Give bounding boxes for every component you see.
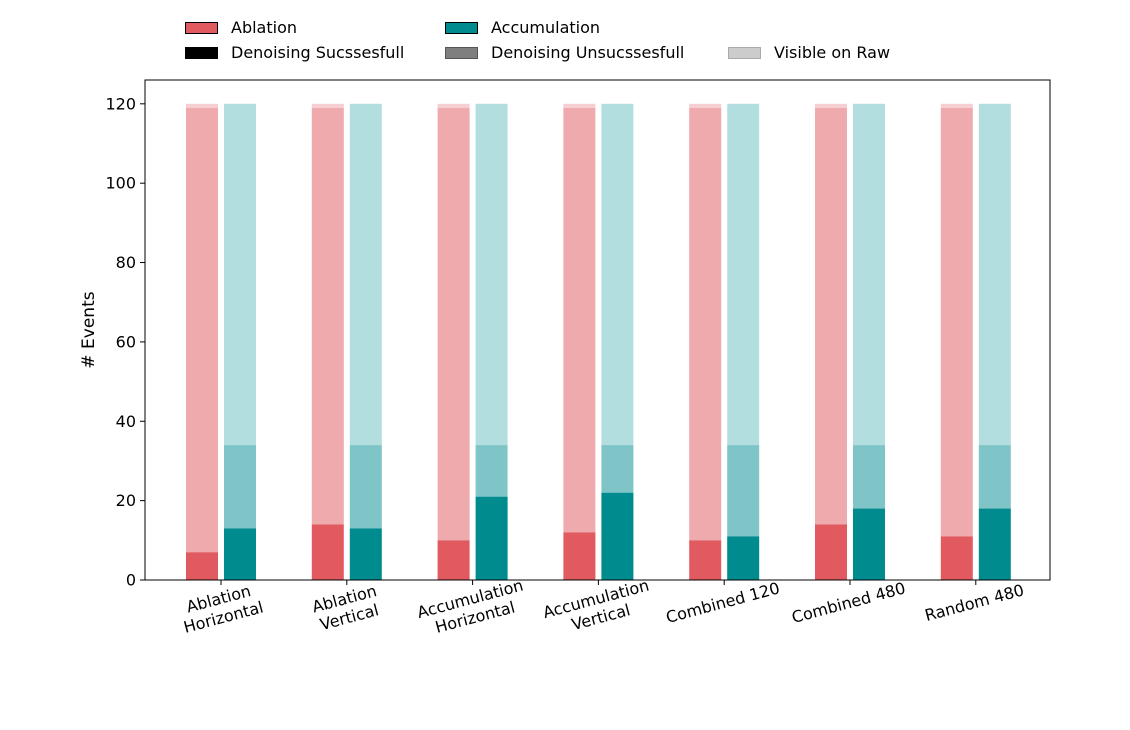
bar-ablation-visible-4 [689, 103, 722, 108]
bar-accumulation-unsuccessful-2 [475, 445, 508, 497]
legend-label-visible-on-raw: Visible on Raw [774, 43, 891, 62]
bar-ablation-successful-1 [311, 524, 344, 580]
bar-accumulation-successful-2 [475, 496, 508, 580]
x-tick-label-line: Combined 120 [664, 578, 782, 627]
bar-accumulation-unsuccessful-6 [978, 445, 1011, 509]
bar-ablation-successful-5 [815, 524, 847, 580]
bar-ablation-visible-0 [186, 103, 218, 108]
y-axis-label: # Events [79, 291, 99, 368]
y-tick-label-80: 80 [116, 253, 136, 272]
bar-ablation-visible-2 [437, 103, 470, 108]
x-tick-label-1: AblationVertical [310, 581, 384, 635]
legend-item-accumulation: Accumulation [445, 18, 600, 37]
y-tick-label-20: 20 [116, 491, 136, 510]
bar-accumulation-visible-4 [727, 103, 760, 446]
bar-accumulation-unsuccessful-1 [349, 445, 382, 529]
bar-ablation-unsuccessful-2 [437, 107, 470, 541]
bar-ablation-successful-3 [563, 532, 596, 580]
bar-ablation-unsuccessful-1 [311, 107, 344, 525]
bar-accumulation-unsuccessful-5 [853, 445, 885, 509]
bar-accumulation-successful-1 [349, 528, 382, 580]
bar-accumulation-unsuccessful-4 [727, 445, 760, 537]
x-tick-label-3: AccumulationVertical [541, 576, 656, 641]
bar-accumulation-successful-0 [224, 528, 256, 580]
bar-ablation-visible-3 [563, 103, 596, 108]
legend-item-visible-on-raw: Visible on Raw [728, 43, 890, 62]
bar-accumulation-successful-3 [601, 492, 634, 580]
legend-label-denoising-unsuccessful: Denoising Unsucssesfull [491, 43, 685, 62]
x-tick-label-6: Random 480 [923, 580, 1026, 625]
bar-accumulation-unsuccessful-0 [224, 445, 256, 529]
x-tick-label-4: Combined 120 [664, 578, 782, 627]
x-tick-label-line: Random 480 [923, 580, 1026, 625]
legend-label-accumulation: Accumulation [491, 18, 601, 37]
bar-accumulation-successful-5 [853, 508, 885, 580]
bar-ablation-successful-2 [437, 540, 470, 580]
bar-ablation-successful-4 [689, 540, 722, 580]
bar-accumulation-successful-4 [727, 536, 760, 580]
bar-ablation-visible-1 [311, 103, 344, 108]
legend: Ablation Accumulation Denoising Sucssesf… [0, 14, 1130, 64]
y-tick-label-0: 0 [126, 571, 136, 590]
bar-ablation-unsuccessful-5 [815, 107, 847, 525]
x-tick-label-2: AccumulationHorizontal [415, 576, 530, 641]
bar-accumulation-unsuccessful-3 [601, 445, 634, 493]
legend-item-denoising-successful: Denoising Sucssesfull [185, 43, 404, 62]
bar-accumulation-visible-2 [475, 103, 508, 446]
y-tick-label-60: 60 [116, 332, 136, 351]
plot-frame [144, 79, 1051, 581]
legend-item-denoising-unsuccessful: Denoising Unsucssesfull [445, 43, 684, 62]
bar-ablation-unsuccessful-4 [689, 107, 722, 541]
bar-ablation-successful-6 [940, 536, 973, 580]
bar-accumulation-visible-0 [224, 103, 256, 446]
legend-swatch-visible-on-raw [728, 46, 761, 59]
bar-ablation-successful-0 [186, 552, 218, 580]
x-tick-label-5: Combined 480 [790, 578, 908, 627]
legend-swatch-accumulation [445, 21, 478, 34]
x-tick-label-0: AblationHorizontal [177, 579, 266, 637]
bar-accumulation-successful-6 [978, 508, 1011, 580]
y-tick-label-40: 40 [116, 412, 136, 431]
legend-label-denoising-successful: Denoising Sucssesfull [231, 43, 405, 62]
bar-accumulation-visible-5 [853, 103, 885, 446]
bar-accumulation-visible-3 [601, 103, 634, 446]
legend-swatch-ablation [185, 21, 218, 34]
legend-item-ablation: Ablation [185, 18, 297, 37]
bar-accumulation-visible-6 [978, 103, 1011, 446]
legend-swatch-denoising-successful [185, 46, 218, 59]
bar-ablation-visible-5 [815, 103, 847, 108]
bar-ablation-unsuccessful-3 [563, 107, 596, 533]
x-tick-label-line: Combined 480 [790, 578, 908, 627]
legend-swatch-denoising-unsuccessful [445, 46, 478, 59]
y-tick-label-120: 120 [105, 94, 136, 113]
bar-accumulation-visible-1 [349, 103, 382, 446]
bar-ablation-visible-6 [940, 103, 973, 108]
y-tick-label-100: 100 [105, 174, 136, 193]
bar-ablation-unsuccessful-0 [186, 107, 218, 553]
legend-label-ablation: Ablation [231, 18, 297, 37]
bar-ablation-unsuccessful-6 [940, 107, 973, 537]
